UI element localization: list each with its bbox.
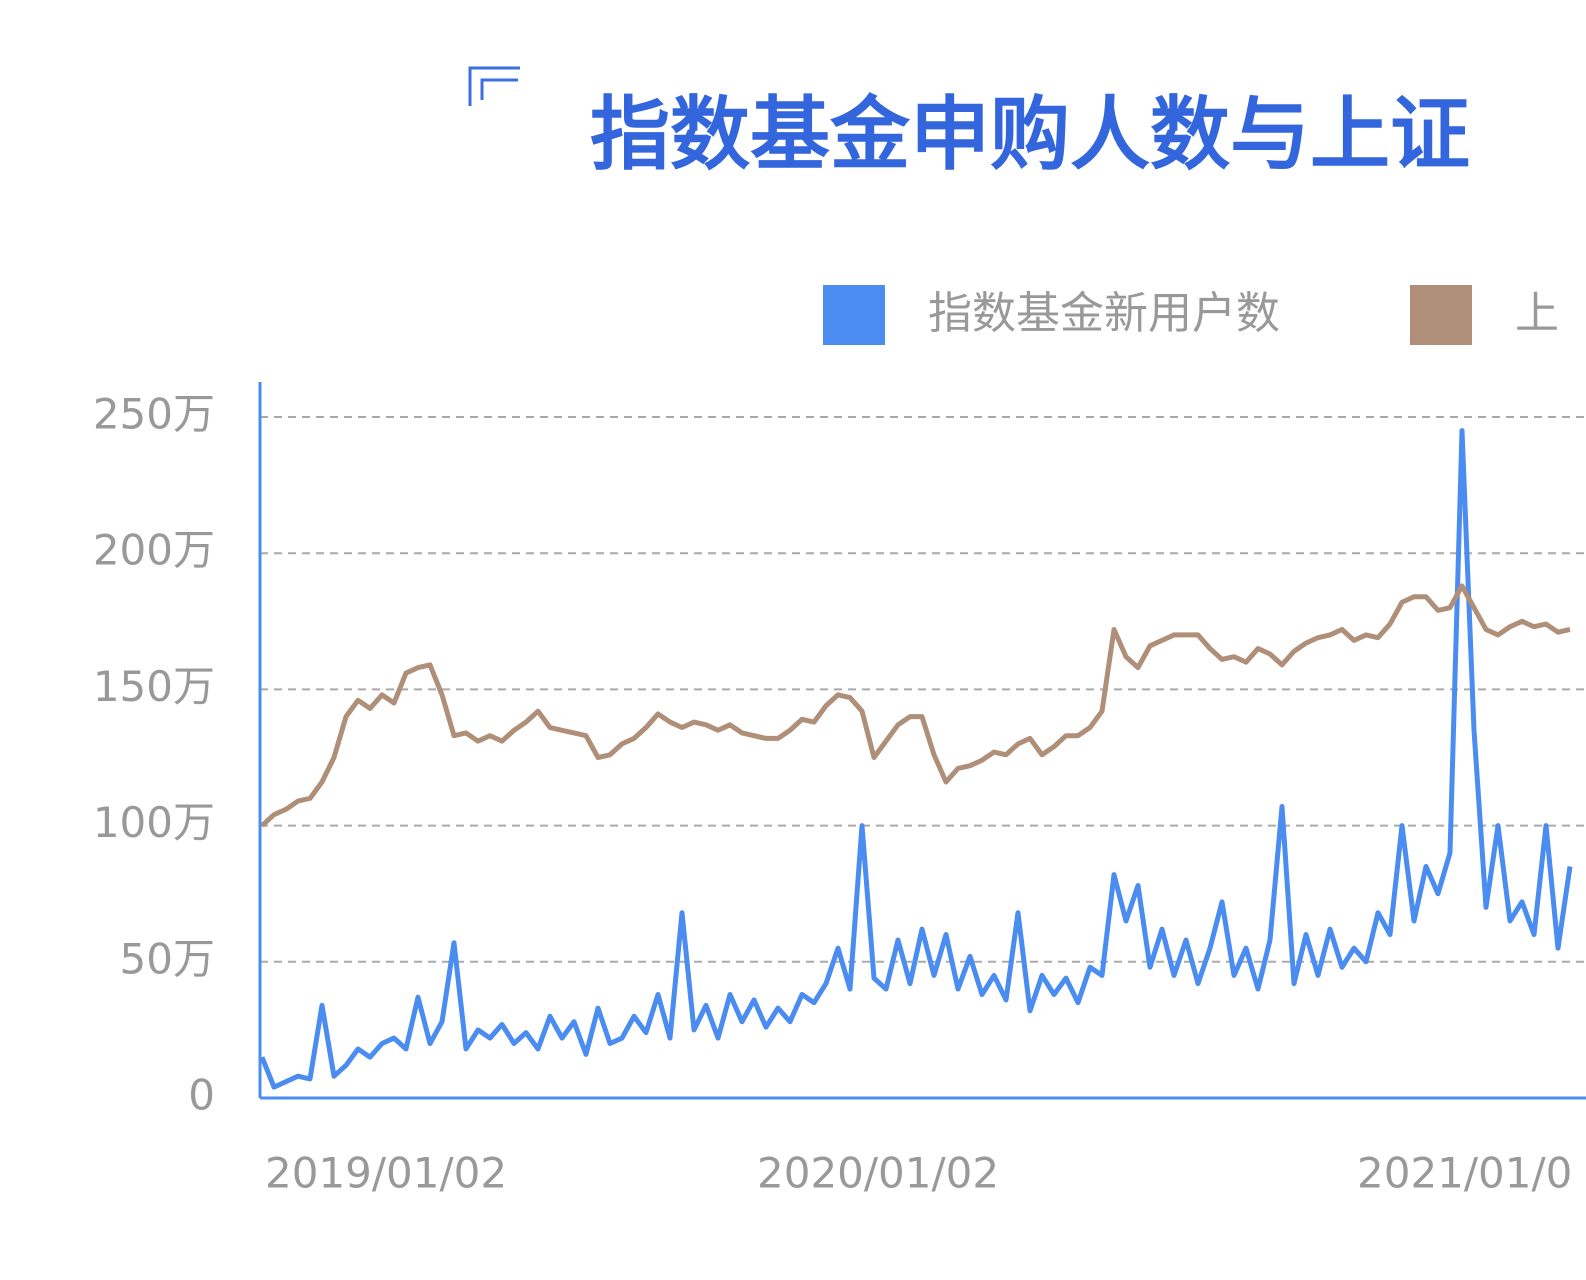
title-decoration <box>468 66 520 106</box>
legend-swatch <box>823 285 885 345</box>
data-line <box>260 583 1571 828</box>
x-tick-label: 2021/01/0 <box>1357 1149 1572 1198</box>
y-tick-label: 50万 <box>120 934 215 983</box>
x-tick-label: 2020/01/02 <box>757 1149 999 1198</box>
y-tick-label: 200万 <box>93 526 215 575</box>
y-tick-label: 0 <box>188 1071 215 1120</box>
chart-title: 指数基金申购人数与上证 <box>590 88 1470 181</box>
y-tick-label: 250万 <box>93 390 215 439</box>
x-tick-label: 2019/01/02 <box>265 1149 507 1198</box>
data-line <box>259 428 1573 1090</box>
y-tick-label: 150万 <box>93 662 215 711</box>
legend-swatch <box>1410 285 1472 345</box>
y-tick-label: 100万 <box>93 798 215 847</box>
legend-label: 指数基金新用户数 <box>928 288 1280 339</box>
legend-label: 上 <box>1515 288 1559 339</box>
